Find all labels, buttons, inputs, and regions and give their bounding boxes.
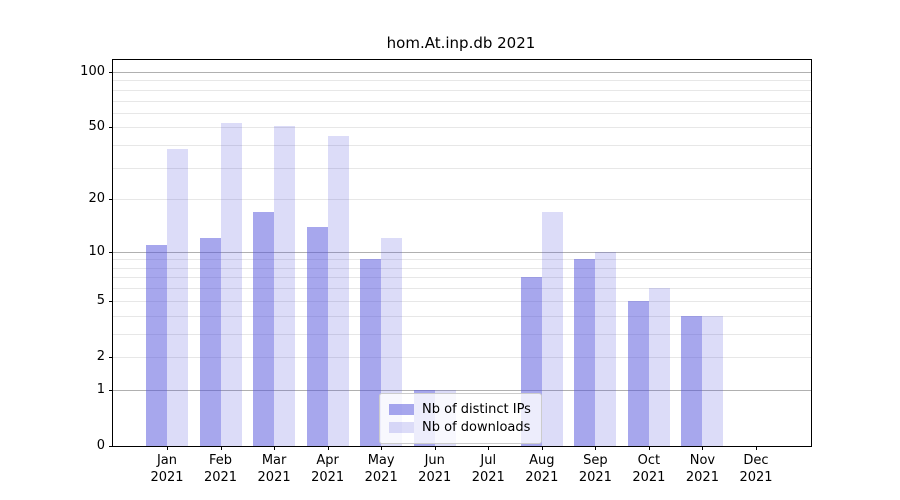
gridline-minor <box>113 300 811 302</box>
x-tick-label: Dec 2021 <box>739 453 773 485</box>
legend: Nb of distinct IPs Nb of downloads <box>379 393 542 444</box>
x-axis-tick <box>381 446 383 450</box>
gridline-minor <box>113 80 811 82</box>
x-axis-tick <box>167 446 168 450</box>
legend-item-downloads: Nb of downloads <box>389 419 531 436</box>
x-tick-label: Apr 2021 <box>311 453 345 485</box>
gridline-minor <box>113 315 811 317</box>
y-tick-label: 100 <box>80 63 105 79</box>
y-tick-label: 1 <box>96 381 105 397</box>
y-axis-tick <box>109 199 113 201</box>
bar-downloads <box>220 122 242 446</box>
gridline-minor <box>113 356 811 358</box>
x-tick-label: Aug 2021 <box>525 453 559 485</box>
legend-swatch-distinct-ips <box>389 404 414 415</box>
legend-label-distinct-ips: Nb of distinct IPs <box>422 402 531 417</box>
x-axis-tick <box>488 446 490 450</box>
y-tick-label: 2 <box>96 348 105 364</box>
bar-downloads <box>541 211 563 446</box>
x-axis-tick <box>327 446 329 450</box>
x-axis-tick <box>274 446 276 450</box>
bar-downloads <box>327 135 349 446</box>
x-axis-tick <box>755 446 757 450</box>
y-axis-tick <box>109 389 113 391</box>
gridline-minor <box>113 277 811 279</box>
x-tick-label: Nov 2021 <box>685 453 719 485</box>
bar-distinct-ips <box>199 238 221 446</box>
bar-downloads <box>595 251 617 446</box>
x-axis-tick <box>595 446 597 450</box>
x-axis-tick <box>220 446 222 450</box>
x-tick-label: Feb 2021 <box>203 453 238 485</box>
x-tick-label: May 2021 <box>364 453 398 485</box>
gridline-minor <box>113 112 811 114</box>
y-axis-tick <box>109 300 113 302</box>
bar-distinct-ips <box>574 259 596 446</box>
y-axis-tick <box>109 251 113 253</box>
y-axis-tick <box>109 446 113 447</box>
bar-downloads <box>167 149 188 446</box>
legend-swatch-downloads <box>389 422 414 433</box>
y-tick-label: 0 <box>96 438 105 453</box>
x-axis-tick <box>648 446 650 450</box>
y-tick-label: 50 <box>88 119 105 135</box>
chart-title: hom.At.inp.db 2021 <box>386 34 536 52</box>
y-tick-label: 5 <box>96 292 105 308</box>
bar-distinct-ips <box>681 315 703 446</box>
x-tick-label: Oct 2021 <box>632 453 666 485</box>
x-tick-label: Sep 2021 <box>578 453 612 485</box>
y-tick-label: 10 <box>88 243 105 259</box>
bar-distinct-ips <box>306 226 328 446</box>
gridline-major <box>113 251 811 253</box>
gridline-minor <box>113 127 811 129</box>
bar-downloads <box>702 315 724 446</box>
x-axis-tick <box>541 446 543 450</box>
gridline-minor <box>113 100 811 102</box>
bar-downloads <box>274 125 296 446</box>
gridline-major <box>113 71 811 73</box>
y-axis-tick <box>109 71 113 73</box>
gridline-minor <box>113 167 811 169</box>
bar-distinct-ips <box>146 244 167 446</box>
legend-label-downloads: Nb of downloads <box>422 420 531 435</box>
gridline-minor <box>113 259 811 261</box>
x-tick-label: Jan 2021 <box>150 453 184 485</box>
gridline-major <box>113 389 811 391</box>
gridline-minor <box>113 145 811 147</box>
bar-distinct-ips <box>627 300 649 446</box>
y-axis-tick <box>109 127 113 129</box>
y-axis-tick <box>109 356 113 358</box>
gridline-minor <box>113 288 811 290</box>
gridline-minor <box>113 267 811 269</box>
x-tick-label: Jun 2021 <box>418 453 452 485</box>
bar-distinct-ips <box>253 211 275 446</box>
bar-downloads <box>648 288 670 446</box>
gridline-minor <box>113 89 811 91</box>
plot-area: Nb of distinct IPs Nb of downloads 100 50… <box>80 59 812 485</box>
gridline-minor <box>113 333 811 335</box>
x-axis-tick <box>702 446 704 450</box>
x-axis-tick <box>434 446 436 450</box>
x-tick-label: Mar 2021 <box>257 453 291 485</box>
gridline-minor <box>113 199 811 201</box>
x-tick-label: Jul 2021 <box>471 453 505 485</box>
legend-item-distinct-ips: Nb of distinct IPs <box>389 401 531 418</box>
bar-distinct-ips <box>360 259 382 446</box>
y-tick-label: 20 <box>88 191 105 207</box>
